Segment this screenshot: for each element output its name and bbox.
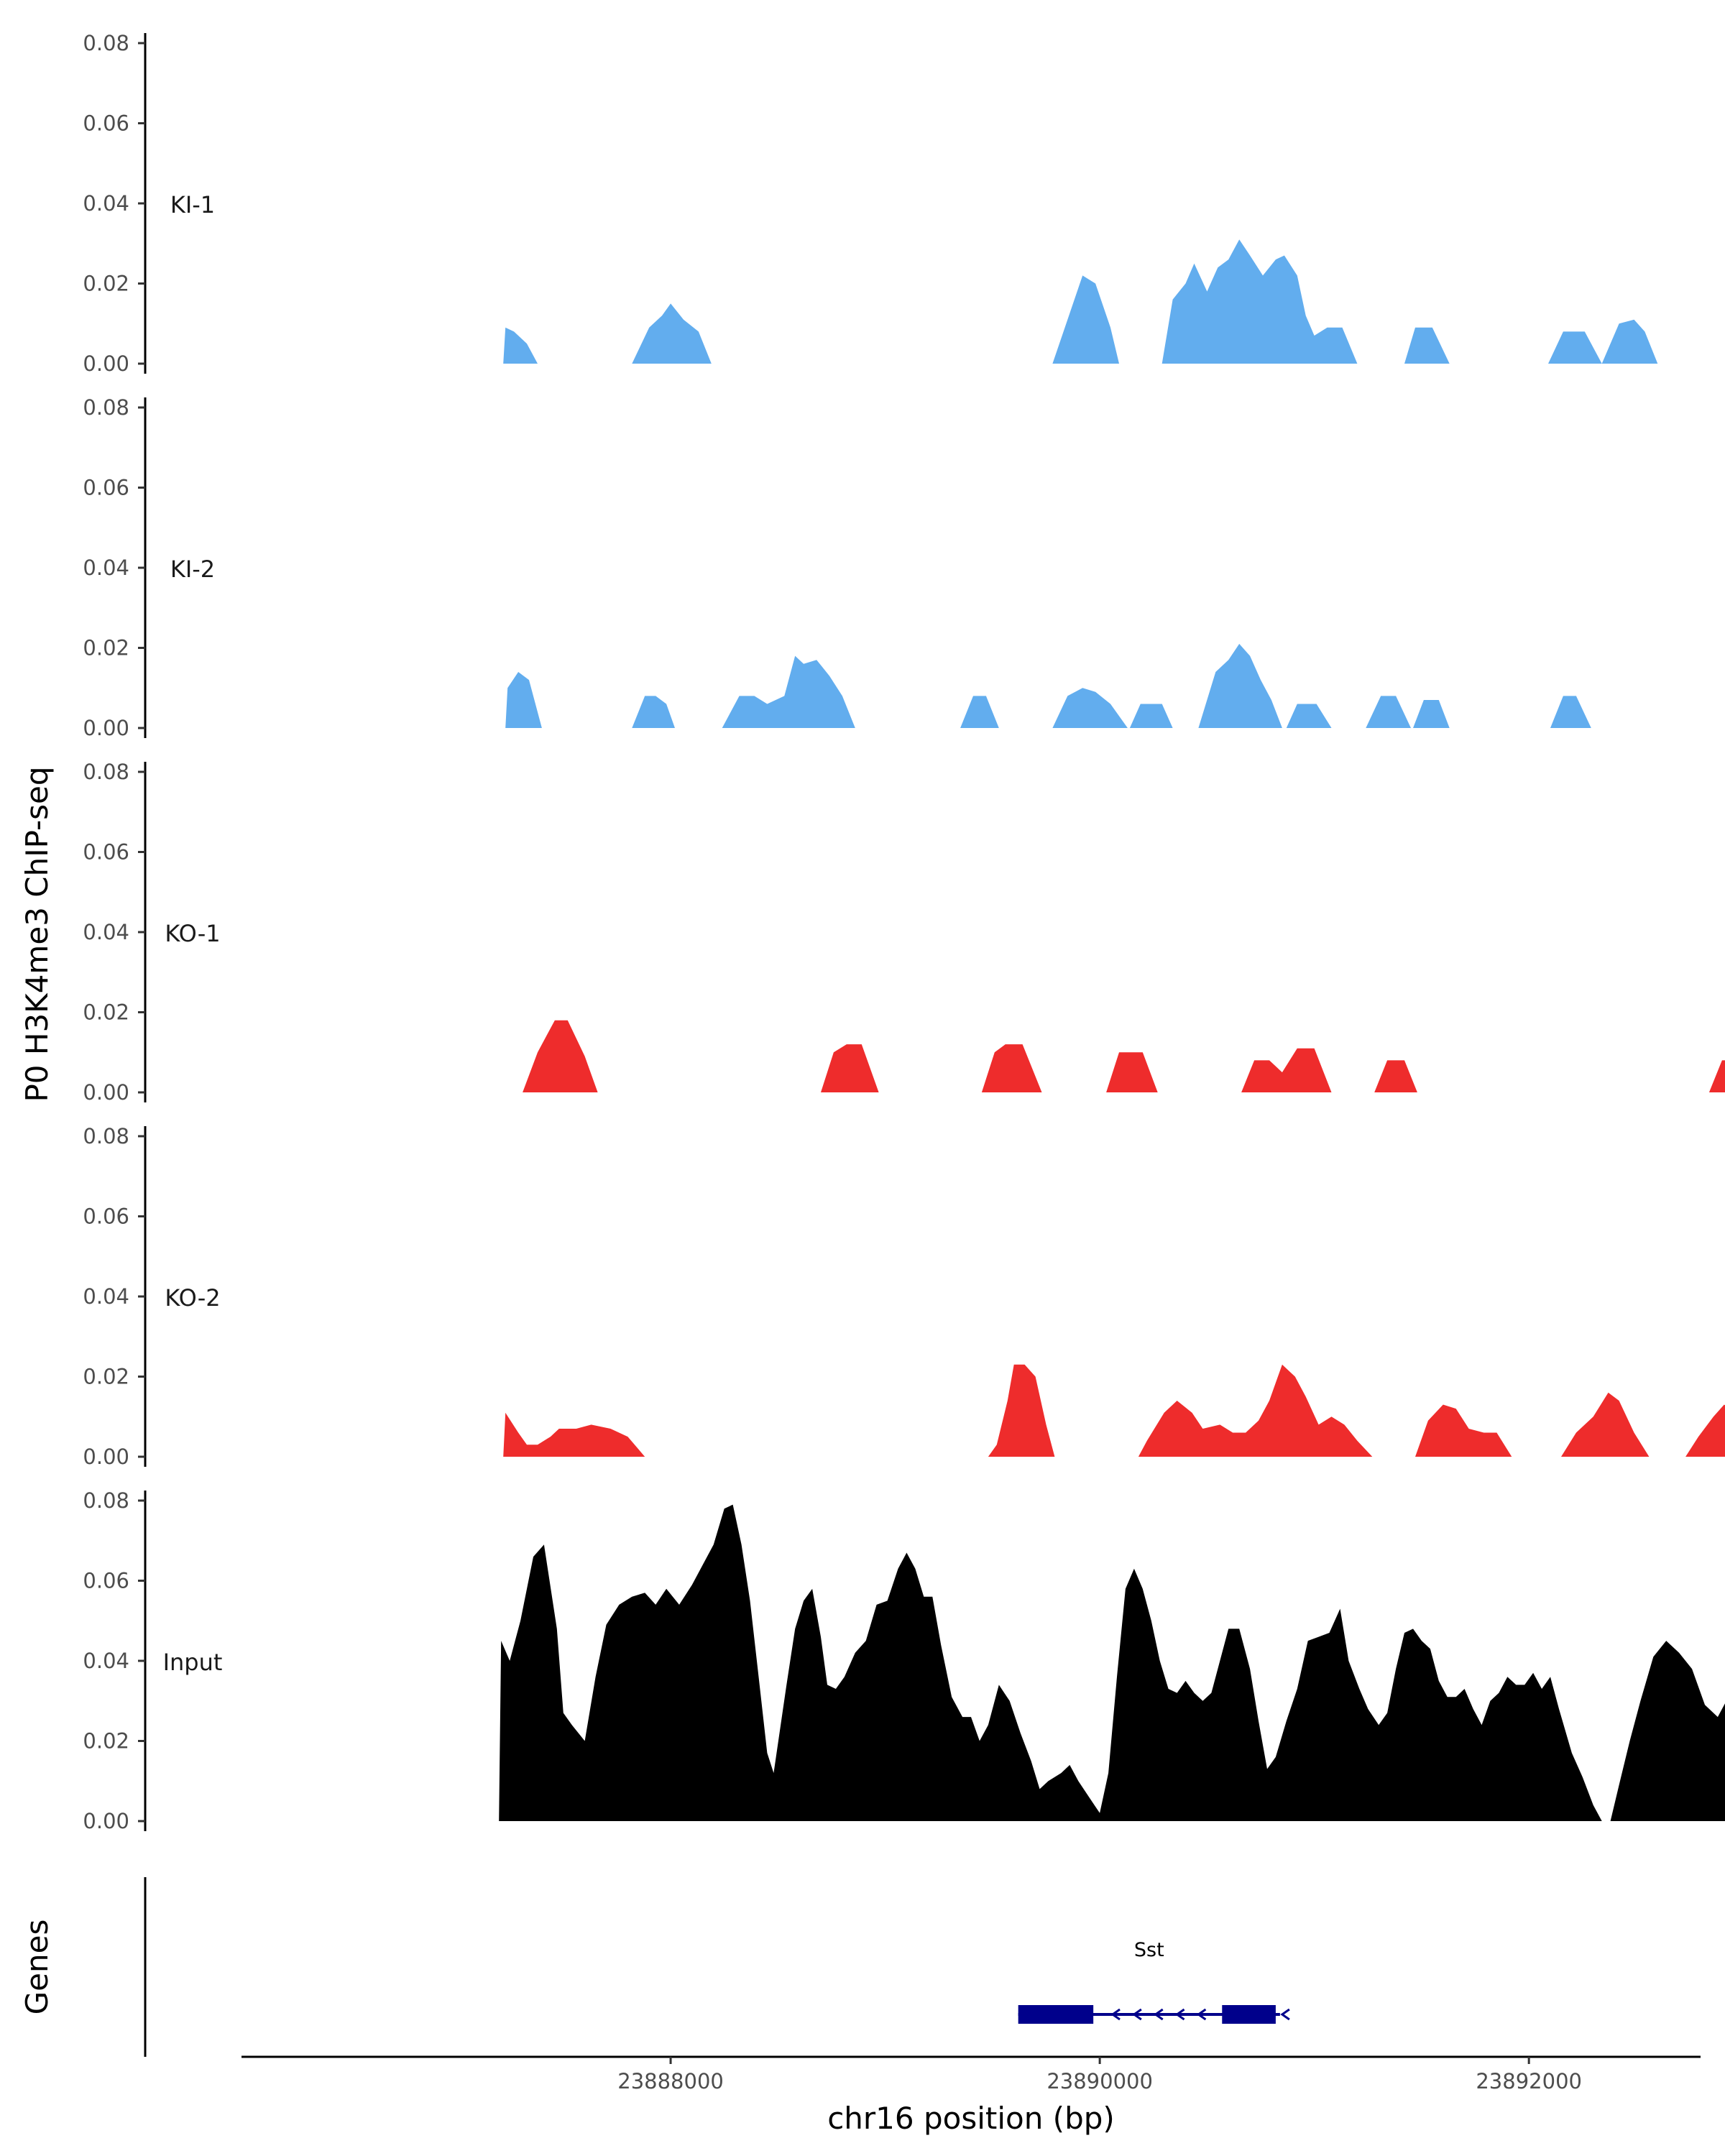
y-tick-label: 0.02 xyxy=(83,1365,129,1389)
strand-arrow xyxy=(1154,2008,1164,2021)
y-tick-label: 0.02 xyxy=(83,1000,129,1025)
track-ko-2: 0.00 0.02 0.04 0.06 0.08 KO-2 xyxy=(83,1124,1725,1469)
y-tick-label: 0.00 xyxy=(83,1809,129,1833)
gene-model xyxy=(1018,2005,1290,2024)
gene-exon xyxy=(1018,2005,1094,2024)
x-axis-ticks: 23888000 23890000 23892000 xyxy=(617,2057,1582,2093)
track-label: KI-1 xyxy=(170,191,215,218)
x-tick-label: 23890000 xyxy=(1046,2069,1153,2093)
y-tick-label: 0.00 xyxy=(83,716,129,740)
y-tick-label: 0.04 xyxy=(83,191,129,216)
coverage-area-ki-1 xyxy=(503,239,1658,364)
coverage-area-ki-2 xyxy=(505,643,1725,728)
y-tick-label: 0.08 xyxy=(83,1488,129,1513)
y-tick-label: 0.08 xyxy=(83,395,129,420)
coverage-area-ko-1 xyxy=(523,1020,1725,1092)
y-tick-label: 0.06 xyxy=(83,1569,129,1593)
y-tick-label: 0.02 xyxy=(83,636,129,660)
track-ki-2: 0.00 0.02 0.04 0.06 0.08 KI-2 xyxy=(83,395,1725,740)
gene-exon xyxy=(1222,2005,1276,2024)
y-tick-label: 0.02 xyxy=(83,1729,129,1754)
strand-arrow xyxy=(1280,2008,1290,2021)
y-tick-label: 0.02 xyxy=(83,272,129,296)
coverage-area-ko-2 xyxy=(503,1364,1725,1457)
track-label: KI-2 xyxy=(170,556,215,583)
genes-panel: Genes Sst xyxy=(19,1877,1290,2057)
y-tick-label: 0.08 xyxy=(83,760,129,784)
x-axis: 23888000 23890000 23892000 chr16 position … xyxy=(242,2055,1701,2136)
x-axis-title: chr16 position (bp) xyxy=(827,2101,1115,2136)
y-tick-label: 0.04 xyxy=(83,1649,129,1673)
strand-arrow xyxy=(1132,2008,1142,2021)
y-tick-label: 0.04 xyxy=(83,556,129,580)
strand-arrow xyxy=(1174,2008,1185,2021)
coverage-tracks: 0.00 0.02 0.04 0.06 0.08 KI-1 0.00 0.02 0.04 0.06… xyxy=(83,31,1725,1833)
x-tick-label: 23892000 xyxy=(1476,2069,1582,2093)
track-ki-1: 0.00 0.02 0.04 0.06 0.08 KI-1 xyxy=(83,31,1658,376)
strand-arrow xyxy=(1196,2008,1207,2021)
genes-panel-title: Genes xyxy=(19,1920,55,2015)
track-input: 0.00 0.02 0.04 0.06 0.08 Input xyxy=(83,1488,1725,1833)
strand-arrow xyxy=(1110,2008,1121,2021)
y-tick-label: 0.06 xyxy=(83,840,129,865)
track-label: KO-1 xyxy=(165,920,220,947)
y-tick-label: 0.08 xyxy=(83,31,129,55)
coverage-area-input xyxy=(499,1504,1725,1821)
gene-label-sst: Sst xyxy=(1134,1939,1164,1961)
y-axis-title: P0 H3K4me3 ChIP-seq xyxy=(19,766,55,1102)
track-label: Input xyxy=(163,1649,223,1676)
y-tick-label: 0.04 xyxy=(83,1284,129,1309)
y-tick-label: 0.04 xyxy=(83,920,129,944)
track-ko-1: 0.00 0.02 0.04 0.06 0.08 KO-1 xyxy=(83,760,1725,1105)
y-tick-label: 0.06 xyxy=(83,476,129,500)
y-tick-label: 0.00 xyxy=(83,1445,129,1469)
y-tick-label: 0.06 xyxy=(83,1204,129,1229)
y-tick-label: 0.00 xyxy=(83,351,129,376)
y-tick-label: 0.08 xyxy=(83,1124,129,1148)
y-tick-label: 0.00 xyxy=(83,1080,129,1105)
x-tick-label: 23888000 xyxy=(617,2069,724,2093)
track-label: KO-2 xyxy=(165,1284,220,1312)
y-tick-label: 0.06 xyxy=(83,111,129,136)
